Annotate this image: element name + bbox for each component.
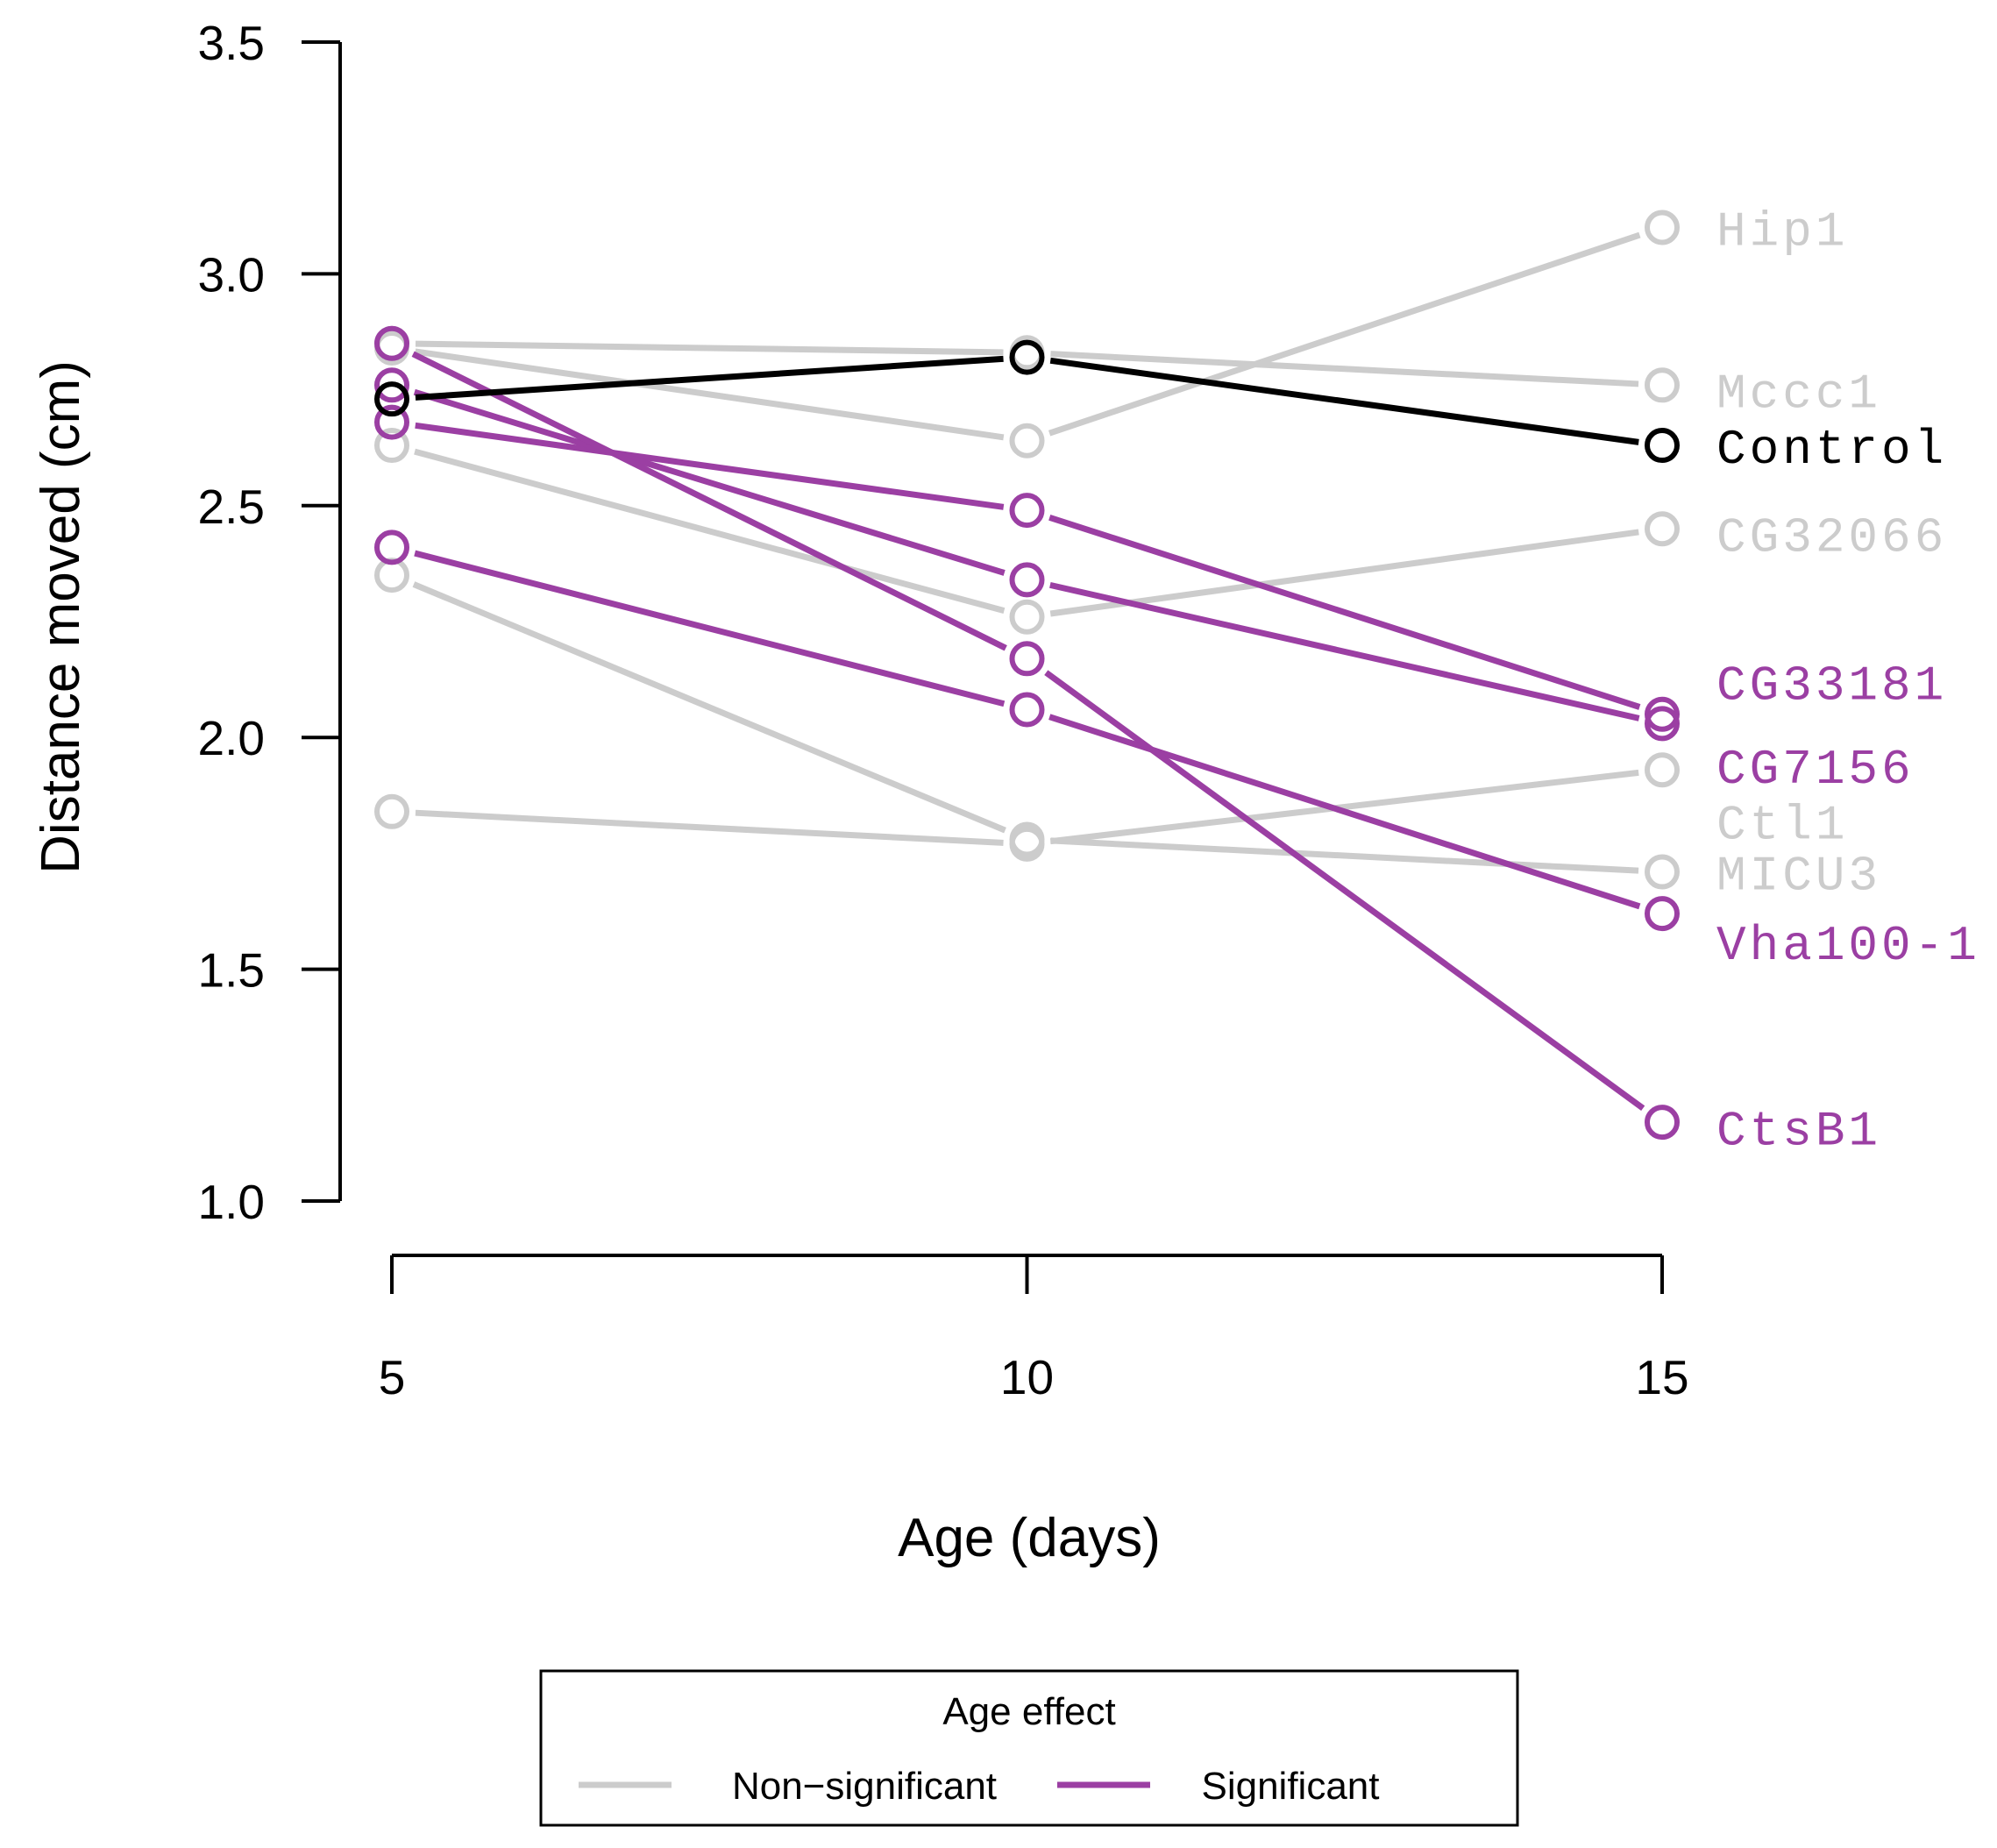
series-segment bbox=[1049, 581, 1640, 721]
y-tick-label: 3.0 bbox=[198, 247, 265, 302]
data-point bbox=[1009, 692, 1045, 728]
series-segment bbox=[1044, 670, 1645, 1112]
data-point bbox=[1645, 511, 1680, 547]
data-point bbox=[1009, 641, 1045, 677]
series-segment bbox=[413, 388, 1006, 576]
series-ctsb1 bbox=[374, 325, 1680, 1141]
y-tick-label: 3.5 bbox=[198, 16, 265, 70]
data-point bbox=[1645, 428, 1680, 464]
data-point bbox=[374, 325, 409, 361]
end-label-ctsb1: CtsB1 bbox=[1716, 1103, 1881, 1159]
end-label-ctl1: Ctl1 bbox=[1716, 797, 1848, 853]
y-tick-label: 1.5 bbox=[198, 943, 265, 998]
data-point bbox=[1009, 493, 1045, 529]
series-segment bbox=[414, 448, 1006, 615]
series-segment bbox=[415, 340, 1004, 356]
end-label-control: Control bbox=[1716, 422, 1947, 478]
end-label-cg7156: CG7156 bbox=[1716, 742, 1915, 798]
series-segment bbox=[415, 348, 1005, 441]
series-cg7156 bbox=[374, 367, 1680, 742]
series-segment bbox=[412, 581, 1006, 834]
series-segment bbox=[414, 550, 1006, 707]
data-point bbox=[1009, 821, 1045, 857]
y-axis-title: Distance moved (cm) bbox=[31, 360, 91, 874]
data-point bbox=[1645, 367, 1680, 403]
x-tick-label: 5 bbox=[379, 1350, 406, 1404]
series-cg33181 bbox=[374, 404, 1680, 732]
end-label-vha100-1: Vha100-1 bbox=[1716, 918, 1980, 974]
end-label-hip1: Hip1 bbox=[1716, 204, 1848, 260]
legend-title: Age effect bbox=[942, 1690, 1115, 1733]
data-point bbox=[1645, 210, 1680, 245]
legend-label-significant: Significant bbox=[1201, 1765, 1379, 1808]
series-vha100-1 bbox=[374, 530, 1680, 932]
series-segment bbox=[1049, 529, 1639, 617]
x-axis-title: Age (days) bbox=[898, 1508, 1161, 1568]
series-segment bbox=[1050, 837, 1639, 874]
y-tick-label: 2.5 bbox=[198, 480, 265, 534]
x-tick-label: 10 bbox=[1000, 1350, 1054, 1404]
series-segment bbox=[411, 351, 1007, 651]
series-control bbox=[374, 339, 1680, 464]
series-cg32066 bbox=[374, 428, 1680, 635]
series-segment bbox=[1050, 351, 1639, 387]
series-segment bbox=[1049, 357, 1639, 445]
y-tick-label: 2.0 bbox=[198, 711, 265, 765]
series-ctl1 bbox=[374, 752, 1680, 862]
end-label-cg33181: CG33181 bbox=[1716, 658, 1947, 714]
data-point bbox=[1009, 339, 1045, 375]
end-label-cg32066: CG32066 bbox=[1716, 510, 1947, 566]
data-point bbox=[374, 381, 409, 417]
series-segment bbox=[415, 355, 1004, 401]
series-segment bbox=[1048, 231, 1641, 437]
data-point bbox=[1645, 706, 1680, 742]
series-segment bbox=[415, 422, 1005, 510]
legend-box bbox=[539, 1669, 1519, 1827]
data-point bbox=[1009, 599, 1045, 635]
series-layer bbox=[374, 210, 1680, 1141]
data-point bbox=[1009, 423, 1045, 458]
end-label-mccc1: Mccc1 bbox=[1716, 366, 1881, 423]
data-point bbox=[374, 367, 409, 403]
data-point bbox=[374, 793, 409, 829]
legend: Age effect Non−significant Significant bbox=[539, 1669, 1519, 1827]
data-point bbox=[1645, 696, 1680, 732]
y-tick-label: 1.0 bbox=[198, 1175, 265, 1229]
data-point bbox=[374, 428, 409, 464]
end-label-micu3: MICU3 bbox=[1716, 849, 1881, 905]
data-point bbox=[1009, 562, 1045, 598]
series-segment bbox=[1048, 515, 1641, 710]
data-point bbox=[1645, 1105, 1680, 1141]
data-point bbox=[1645, 896, 1680, 932]
data-point bbox=[1645, 752, 1680, 788]
data-point bbox=[1645, 854, 1680, 890]
axes: 1.0 1.5 2.0 2.5 3.0 3.5 5 10 15 bbox=[198, 16, 1689, 1404]
data-point bbox=[374, 530, 409, 565]
series-segment bbox=[1048, 714, 1641, 910]
legend-label-non-significant: Non−significant bbox=[732, 1765, 997, 1808]
x-tick-label: 15 bbox=[1635, 1350, 1688, 1404]
data-point bbox=[374, 404, 409, 440]
series-segment bbox=[415, 809, 1004, 846]
series-micu3 bbox=[374, 558, 1680, 890]
series-segment bbox=[1049, 769, 1639, 845]
